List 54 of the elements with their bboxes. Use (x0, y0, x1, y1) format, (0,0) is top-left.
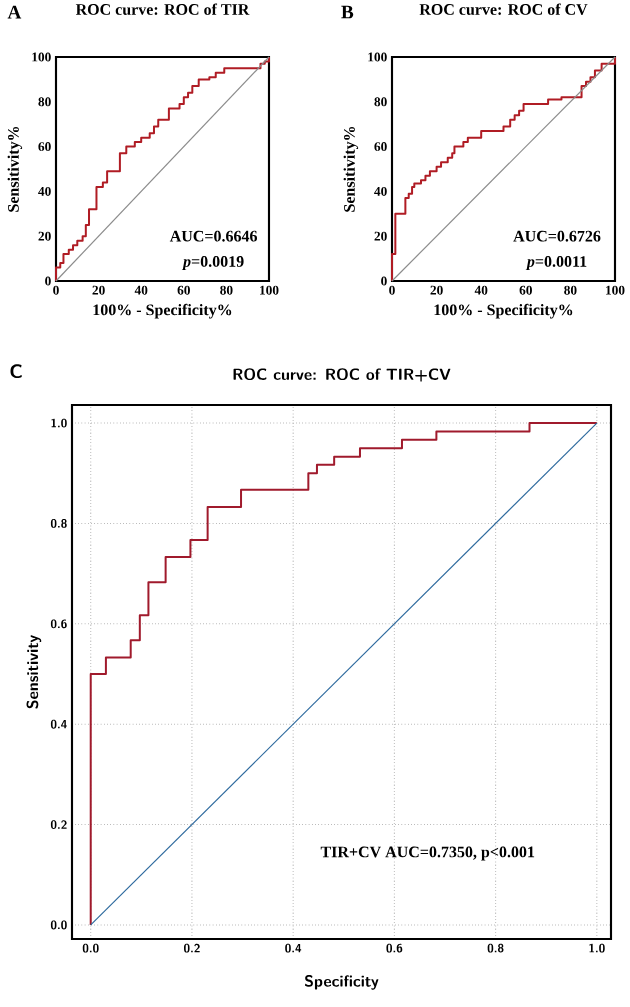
x-tick-label: 0.0 (82, 943, 99, 953)
x-tick-label: 100 (260, 285, 279, 295)
y-tick-label: 80 (38, 97, 51, 107)
y-tick-label: 100 (368, 52, 387, 62)
y-tick-label: 20 (374, 231, 387, 241)
x-tick-label: 40 (474, 285, 488, 295)
y-tick-label: 100 (32, 52, 51, 62)
y-tick-label: 0.4 (50, 719, 67, 729)
chart-title: ROC curve: ROC of TIR (75, 3, 250, 15)
annotation: AUC=0.6646 (169, 230, 258, 242)
x-tick-label: 80 (220, 285, 233, 295)
y-tick-label: 40 (38, 186, 51, 196)
x-tick-label: 0.6 (386, 943, 403, 953)
x-tick-label: 100 (606, 285, 625, 295)
x-tick-label: 40 (134, 285, 148, 295)
y-tick-label: 0.0 (50, 920, 67, 930)
x-axis-title: 100% - Specificity% (434, 303, 573, 319)
chart-title: ROC curve: ROC of TIR+CV (233, 368, 451, 382)
y-tick-label: 60 (374, 142, 387, 152)
chart-title: ROC curve: ROC of CV (419, 3, 588, 15)
annotation: p=0.0011 (525, 256, 587, 271)
x-axis-title: 100% - Specificity% (93, 303, 232, 319)
annotation: AUC=0.6726 (513, 230, 601, 242)
y-tick-label: 40 (374, 186, 387, 196)
x-axis-title: Specificity (304, 975, 379, 990)
y-tick-label: 0 (45, 276, 51, 286)
x-tick-label: 0.4 (285, 943, 302, 953)
y-tick-label: 0.8 (50, 519, 67, 528)
annotation: p=0.0019 (181, 256, 244, 271)
x-tick-label: 0.2 (184, 943, 200, 953)
text: B (341, 5, 354, 19)
y-tick-label: 20 (38, 231, 51, 241)
y-tick-label: 1.0 (51, 418, 67, 428)
y-axis-title: Sensitivity (26, 635, 42, 709)
line-series (55, 56, 270, 282)
x-tick-label: 20 (92, 285, 105, 295)
y-tick-label: 0.2 (50, 820, 67, 829)
x-tick-label: 1.0 (589, 943, 605, 953)
x-tick-label: 20 (430, 285, 443, 295)
y-tick-label: 0 (381, 276, 387, 286)
annotation: TIR+CV AUC=0.7350, p<0.001 (320, 846, 535, 861)
y-tick-label: 60 (38, 142, 51, 152)
text: C (10, 364, 22, 379)
line-series (391, 56, 616, 282)
text: A (7, 5, 22, 19)
x-tick-label: 0.8 (487, 943, 504, 953)
y-tick-label: 0.6 (50, 619, 67, 629)
x-tick-label: 80 (564, 285, 577, 295)
y-tick-label: 80 (374, 97, 387, 107)
y-axis-title: Sensitivity% (343, 126, 359, 212)
x-tick-label: 60 (177, 285, 190, 295)
x-tick-label: 60 (519, 285, 532, 295)
y-axis-title: Sensitivity% (7, 126, 23, 212)
x-tick-label: 0 (389, 285, 395, 295)
